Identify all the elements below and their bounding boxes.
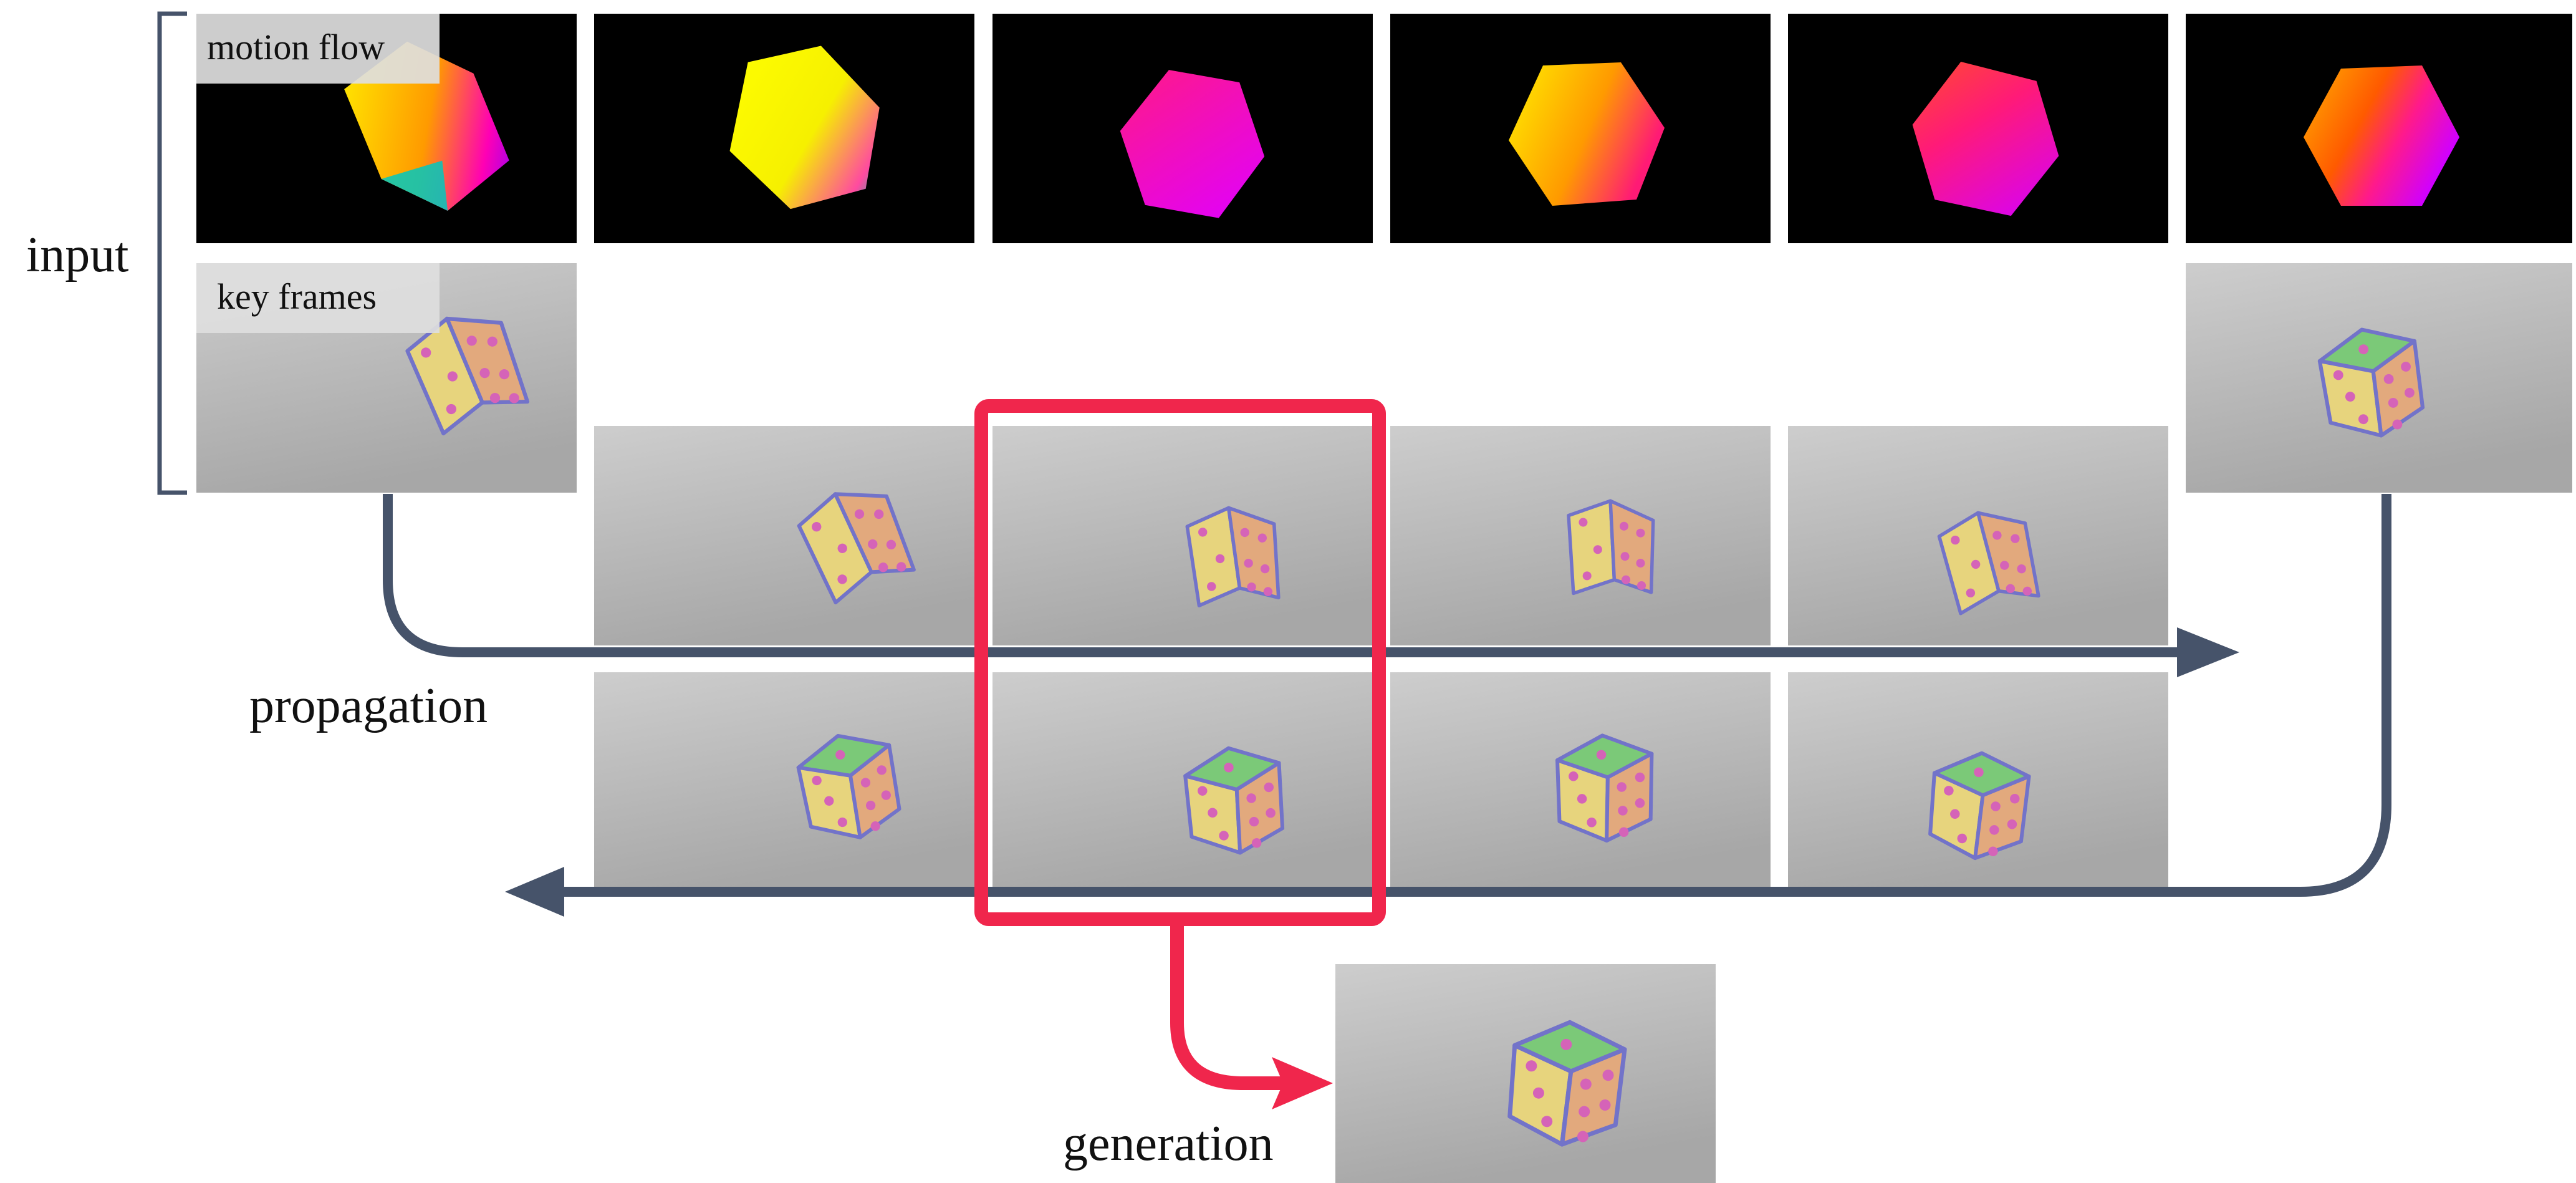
motion-flow-row: motion flow bbox=[196, 14, 2572, 243]
generation-output-frame bbox=[1335, 964, 1716, 1183]
forward-frame-2 bbox=[992, 426, 1373, 645]
forward-arrow bbox=[383, 494, 2182, 657]
flow-frame-5 bbox=[1788, 14, 2168, 243]
input-label: input bbox=[26, 228, 128, 282]
forward-arrow-head bbox=[2177, 627, 2239, 677]
flow-cube-icon bbox=[729, 46, 880, 210]
input-bracket bbox=[157, 11, 187, 495]
backward-propagation-row bbox=[594, 672, 2168, 892]
backward-arrow bbox=[561, 494, 2391, 897]
dice-icon bbox=[1569, 501, 1653, 593]
key-frames-tag bbox=[196, 263, 440, 333]
motion-flow-tag bbox=[196, 14, 440, 84]
backward-frame-3 bbox=[1390, 672, 1771, 892]
flow-frame-6 bbox=[2186, 14, 2572, 243]
forward-propagation-row bbox=[594, 426, 2168, 645]
backward-frame-4 bbox=[1788, 672, 2168, 892]
dice-icon bbox=[1557, 735, 1651, 841]
key-frames-row: key frames bbox=[196, 263, 2572, 493]
generation-arrow-head bbox=[1272, 1057, 1333, 1109]
flow-cube-icon bbox=[1120, 70, 1265, 218]
backward-arrow-head bbox=[505, 867, 564, 917]
flow-cube-icon bbox=[1509, 62, 1665, 206]
flow-cube-icon bbox=[344, 41, 509, 211]
flow-frame-3 bbox=[992, 14, 1373, 243]
key-frames-label: key frames bbox=[217, 276, 377, 317]
backward-frame-2 bbox=[992, 672, 1373, 892]
forward-frame-4 bbox=[1788, 426, 2168, 645]
forward-frame-3 bbox=[1390, 426, 1771, 645]
selected-frame-highlight bbox=[974, 399, 1386, 926]
flow-frame-4 bbox=[1390, 14, 1771, 243]
flow-frame-2 bbox=[594, 14, 974, 243]
flow-cube-icon bbox=[2304, 65, 2459, 206]
propagation-label: propagation bbox=[249, 678, 488, 733]
motion-flow-label: motion flow bbox=[207, 27, 385, 67]
backward-frame-1 bbox=[594, 672, 974, 892]
generation-label: generation bbox=[1063, 1116, 1274, 1171]
flow-cube-icon bbox=[1912, 61, 2059, 216]
forward-frame-1 bbox=[594, 426, 974, 645]
key-frame-last bbox=[2186, 263, 2572, 493]
generation-arrow bbox=[1170, 920, 1284, 1090]
